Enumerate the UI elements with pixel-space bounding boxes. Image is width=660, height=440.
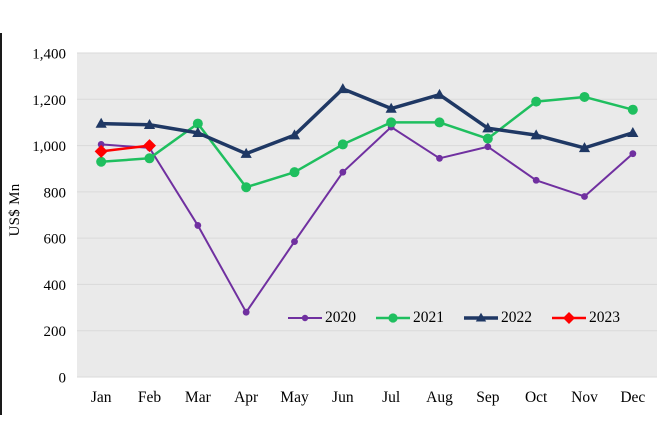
data-point-2021-Oct xyxy=(531,96,542,107)
data-point-2020-Jan xyxy=(97,141,105,148)
legend-item-2023: 2023 xyxy=(552,309,620,327)
series-line-2020 xyxy=(100,126,634,314)
data-point-2020-Nov xyxy=(581,193,588,200)
data-point-2021-Dec xyxy=(627,104,638,115)
y-tick-label: 600 xyxy=(44,232,67,248)
x-tick-label: Feb xyxy=(138,389,162,406)
x-tick-label: Dec xyxy=(620,389,645,406)
legend-label: 2020 xyxy=(325,309,356,326)
data-point-2020-Apr xyxy=(242,308,250,316)
legend-item-2021: 2021 xyxy=(376,309,444,327)
legend-label: 2023 xyxy=(589,309,620,326)
y-tick-label: 400 xyxy=(44,278,67,294)
legend-item-2022: 2022 xyxy=(464,309,532,327)
data-point-2020-May xyxy=(291,238,298,246)
data-point-2022-Sep xyxy=(482,122,494,133)
chart-legend: 2020 2021 2022 2023 xyxy=(288,309,620,327)
x-tick-label: May xyxy=(280,389,309,406)
data-point-2021-Jul xyxy=(386,117,397,128)
data-point-2021-Jan xyxy=(96,156,107,167)
data-point-2021-Sep xyxy=(482,133,493,144)
page-left-border xyxy=(0,33,2,415)
x-tick-label: Jun xyxy=(332,389,354,406)
data-point-2021-Jun xyxy=(337,139,348,150)
series-line-2021 xyxy=(99,95,635,189)
data-point-2021-Nov xyxy=(579,91,590,102)
legend-item-2020: 2020 xyxy=(288,309,356,327)
legend-label: 2021 xyxy=(413,309,444,326)
x-tick-label: Nov xyxy=(571,389,598,406)
y-tick-label: 1,000 xyxy=(32,139,66,155)
data-point-2020-Mar xyxy=(194,222,202,229)
data-point-2022-Dec xyxy=(627,127,639,138)
data-point-2022-May xyxy=(288,129,301,140)
y-tick-label: 0 xyxy=(59,371,67,387)
y-tick-label: 800 xyxy=(44,185,67,201)
data-point-2021-Aug xyxy=(434,117,445,128)
data-point-2022-Nov xyxy=(578,142,591,153)
data-point-2020-Oct xyxy=(532,176,540,184)
data-point-2021-Feb xyxy=(144,153,155,164)
y-tick-label: 1,400 xyxy=(32,47,66,63)
data-point-2022-Jan xyxy=(95,117,107,128)
series-line-2023 xyxy=(99,144,151,153)
data-point-2020-Dec xyxy=(629,150,637,158)
data-point-2022-Oct xyxy=(530,129,542,140)
y-axis-title: US$ Mn xyxy=(7,183,23,237)
y-tick-label: 1,200 xyxy=(32,93,66,109)
y-tick-label: 200 xyxy=(44,324,67,340)
data-point-2020-Aug xyxy=(436,154,443,162)
data-point-2020-Jun xyxy=(339,168,347,176)
data-point-2022-Jun xyxy=(337,83,349,94)
data-point-2022-Apr xyxy=(240,147,252,158)
data-point-2022-Aug xyxy=(433,88,446,99)
legend-marker-circle-small-icon xyxy=(288,314,322,322)
data-point-2022-Feb xyxy=(143,118,156,129)
data-point-2021-May xyxy=(289,167,300,178)
x-tick-label: Aug xyxy=(426,389,453,406)
series-line-2022 xyxy=(99,87,635,156)
x-tick-label: Jan xyxy=(91,389,112,406)
x-tick-label: Jul xyxy=(382,389,400,406)
x-tick-label: Apr xyxy=(234,389,259,406)
x-tick-label: Sep xyxy=(476,389,500,406)
data-point-2022-Jul xyxy=(385,102,397,113)
data-point-2021-Apr xyxy=(241,182,252,193)
data-point-2023-Feb xyxy=(143,139,156,153)
data-point-2022-Mar xyxy=(192,127,204,138)
data-point-2020-Sep xyxy=(484,143,492,151)
x-tick-label: Oct xyxy=(525,389,548,406)
plot-background xyxy=(77,53,657,377)
legend-marker-diamond-icon xyxy=(552,312,586,324)
legend-label: 2022 xyxy=(501,309,532,326)
legend-marker-circle-icon xyxy=(376,313,410,323)
x-tick-label: Mar xyxy=(185,389,212,406)
legend-marker-triangle-icon xyxy=(464,312,498,322)
data-point-2021-Mar xyxy=(192,118,203,129)
data-point-2023-Jan xyxy=(94,144,108,158)
